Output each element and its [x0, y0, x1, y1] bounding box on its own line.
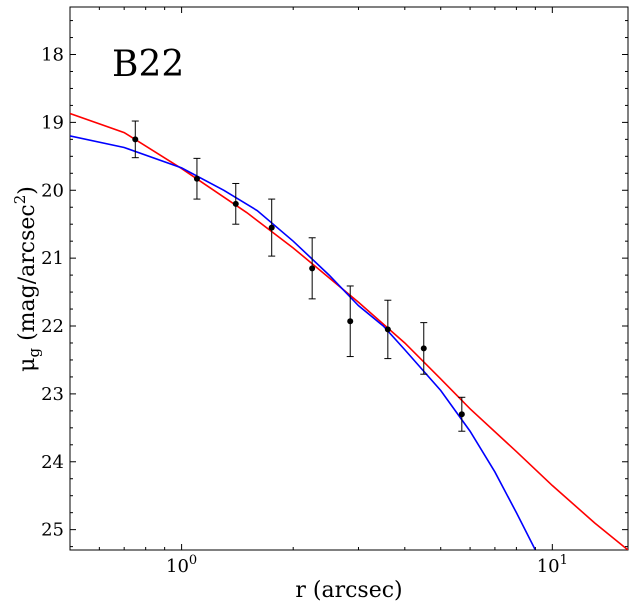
plot-frame — [69, 6, 629, 551]
data-point — [384, 326, 391, 333]
y-tick-label: 20 — [41, 180, 64, 201]
x-axis-label: r (arcsec) — [295, 578, 402, 603]
y-axis-label-main: μ — [15, 358, 40, 372]
data-point — [268, 224, 275, 231]
data-point — [309, 265, 316, 272]
model-curve-2 — [70, 135, 537, 550]
data-point — [347, 318, 354, 325]
y-axis-label-close: ) — [15, 186, 40, 195]
y-tick-label: 18 — [41, 45, 64, 66]
y-tick-label: 23 — [41, 384, 64, 405]
data-point — [458, 411, 465, 418]
x-tick-label-base: 10 — [166, 556, 189, 577]
data-point — [232, 200, 239, 207]
panel-label: B22 — [112, 44, 184, 85]
y-tick-label: 22 — [41, 316, 64, 337]
x-tick-label: 100 — [166, 553, 197, 577]
data-point — [420, 345, 427, 352]
points-layer — [131, 120, 466, 432]
x-tick-label-exponent: 0 — [189, 553, 197, 568]
series-layer — [70, 112, 628, 550]
y-tick-label: 25 — [41, 520, 64, 541]
x-tick-label: 101 — [537, 553, 568, 577]
y-axis-label-sup: 2 — [11, 195, 29, 205]
y-tick-label: 21 — [41, 248, 64, 269]
y-axis-label-rest: (mag/arcsec — [15, 204, 40, 348]
x-tick-label-base: 10 — [537, 556, 560, 577]
y-axis-label-sub: g — [25, 348, 43, 358]
data-point — [132, 136, 139, 143]
y-tick-label: 19 — [41, 112, 64, 133]
y-axis-label: μg (mag/arcsec2) — [11, 186, 43, 372]
data-point — [193, 175, 200, 182]
x-tick-label-exponent: 1 — [560, 553, 568, 568]
model-curve-1 — [70, 112, 628, 550]
y-tick-label: 24 — [41, 452, 64, 473]
